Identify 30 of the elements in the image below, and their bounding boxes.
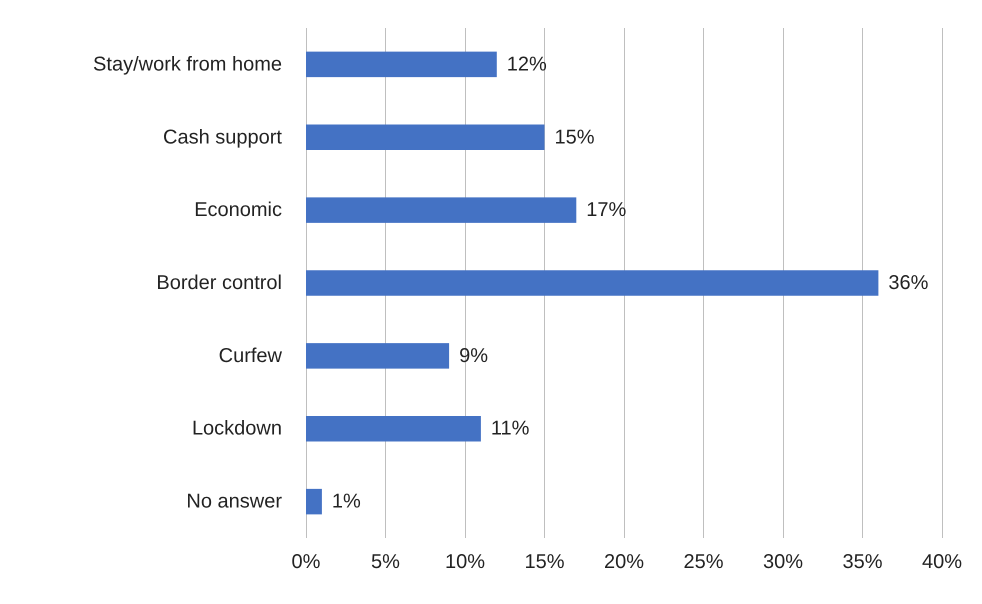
- data-label: 15%: [554, 126, 595, 148]
- x-tick-label: 25%: [683, 551, 724, 573]
- bar: [306, 488, 322, 514]
- data-label: 9%: [459, 344, 488, 367]
- x-tick-label: 30%: [762, 551, 804, 573]
- data-label: 36%: [888, 272, 929, 294]
- data-label: 12%: [506, 53, 548, 76]
- data-label: 11%: [490, 418, 530, 440]
- x-tick-label: 40%: [922, 551, 962, 573]
- bar: [306, 197, 576, 223]
- bar: [306, 124, 544, 150]
- bar: [306, 343, 450, 369]
- y-tick-label: Border control: [156, 272, 282, 294]
- y-tick-label: Economic: [194, 199, 282, 222]
- data-label: 1%: [332, 490, 362, 513]
- y-tick-label: No answer: [186, 490, 282, 513]
- x-tick-label: 10%: [444, 551, 486, 573]
- y-tick-label: Curfew: [218, 344, 283, 367]
- x-tick-label: 5%: [371, 551, 400, 573]
- y-tick-label: Lockdown: [192, 418, 282, 440]
- bar: [306, 416, 481, 442]
- x-tick-label: 0%: [292, 551, 321, 573]
- x-tick-label: 15%: [524, 551, 565, 573]
- bar: [306, 270, 878, 296]
- bar: [306, 52, 497, 78]
- data-label: 17%: [586, 199, 627, 222]
- y-tick-label: Cash support: [163, 126, 282, 148]
- x-tick-label: 35%: [842, 551, 883, 573]
- y-tick-label: Stay/work from home: [93, 53, 282, 76]
- x-tick-label: 20%: [604, 551, 644, 573]
